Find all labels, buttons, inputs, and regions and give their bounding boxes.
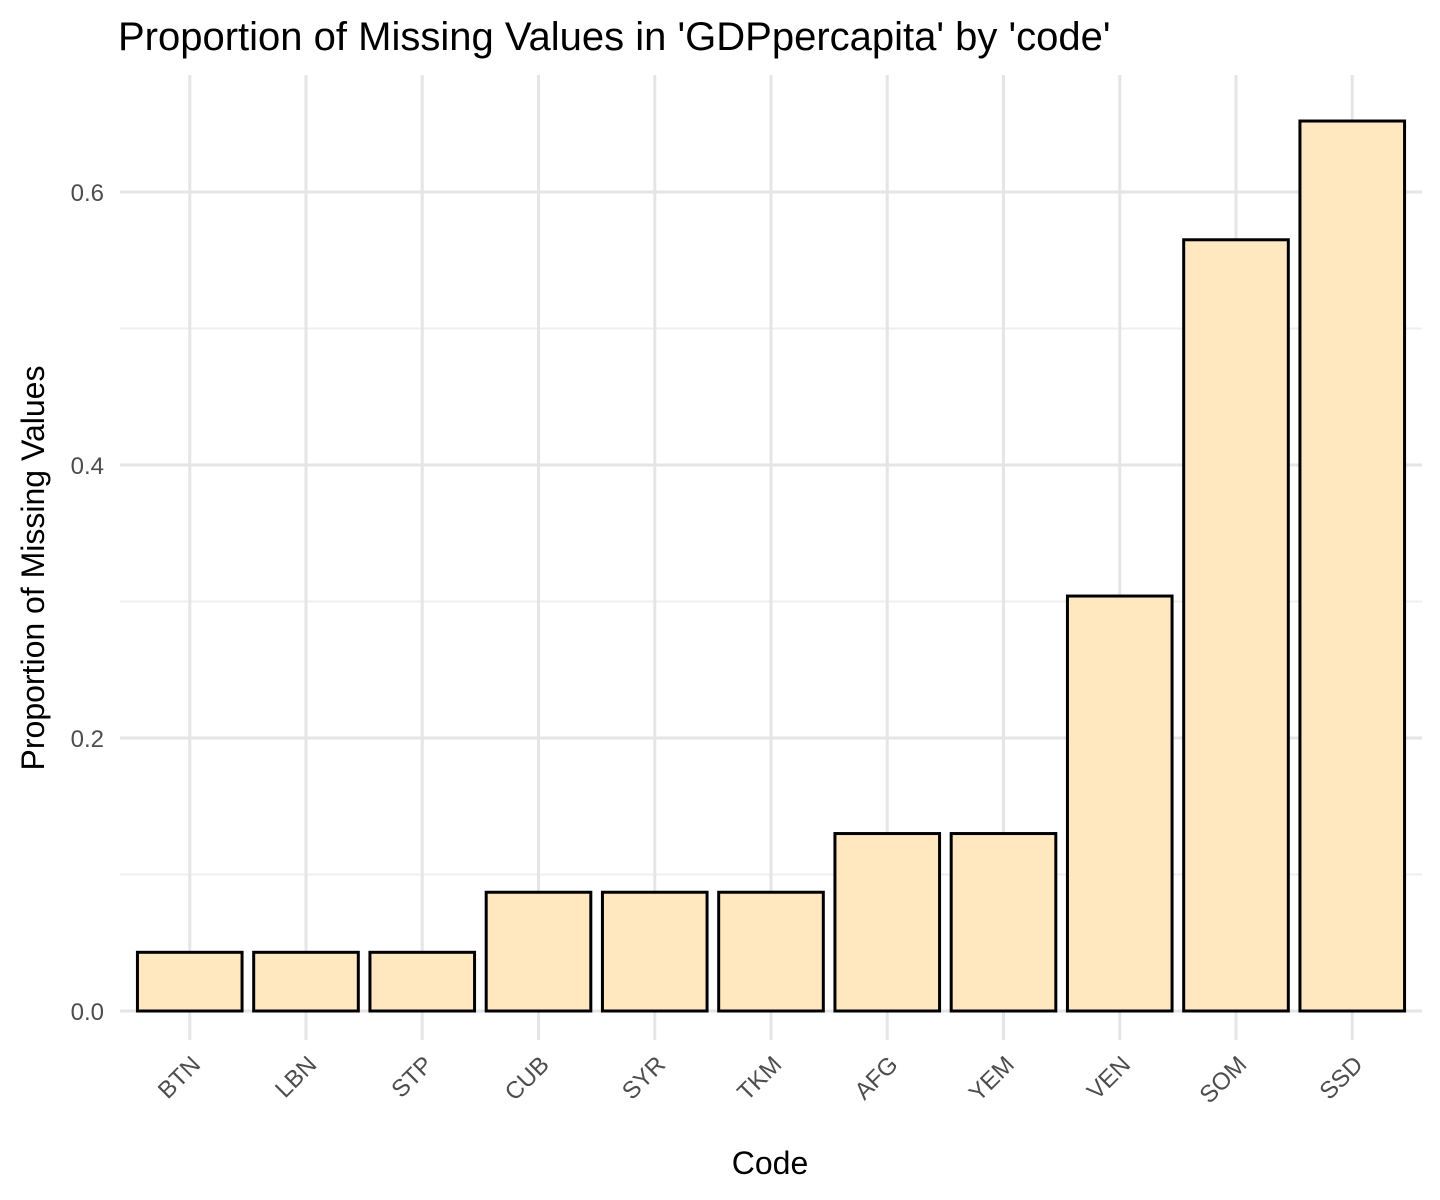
x-tick-label: SOM bbox=[1194, 1051, 1252, 1109]
bar-syr bbox=[600, 890, 709, 1013]
y-tick-label: 0.4 bbox=[71, 453, 104, 480]
x-tick-label: AFG bbox=[850, 1051, 904, 1105]
x-tick-label: CUB bbox=[500, 1051, 555, 1106]
bar-btn bbox=[135, 950, 244, 1013]
bar-som bbox=[1182, 238, 1290, 1013]
bar-tkm bbox=[717, 890, 825, 1013]
x-tick-label: LBN bbox=[270, 1051, 322, 1103]
bar-afg bbox=[833, 832, 942, 1013]
x-tick-label: STP bbox=[386, 1051, 438, 1103]
y-tick-label: 0.0 bbox=[71, 999, 104, 1026]
bars bbox=[135, 119, 1407, 1013]
x-tick-label: SYR bbox=[617, 1051, 671, 1105]
x-tick-label: BTN bbox=[153, 1051, 206, 1104]
y-axis-title: Proportion of Missing Values bbox=[15, 366, 51, 771]
y-tick-label: 0.6 bbox=[71, 180, 104, 207]
bar-yem bbox=[949, 832, 1058, 1013]
y-axis-ticks: 0.0 0.2 0.4 0.6 bbox=[71, 180, 104, 1026]
y-tick-label: 0.2 bbox=[71, 726, 104, 753]
bar-lbn bbox=[252, 950, 360, 1013]
x-tick-label: YEM bbox=[964, 1051, 1020, 1107]
x-axis-title: Code bbox=[732, 1145, 809, 1181]
bar-ssd bbox=[1298, 119, 1407, 1013]
x-tick-label: TKM bbox=[732, 1051, 787, 1106]
bar-cub bbox=[484, 890, 593, 1013]
x-axis-ticks: BTN LBN STP CUB SYR TKM AFG YEM VEN SOM SSD bbox=[153, 1051, 1369, 1109]
x-tick-label: VEN bbox=[1082, 1051, 1136, 1105]
x-tick-label: SSD bbox=[1314, 1051, 1368, 1105]
chart-title: Proportion of Missing Values in 'GDPperc… bbox=[118, 15, 1111, 59]
bar-stp bbox=[368, 950, 477, 1013]
bar-ven bbox=[1065, 594, 1174, 1013]
